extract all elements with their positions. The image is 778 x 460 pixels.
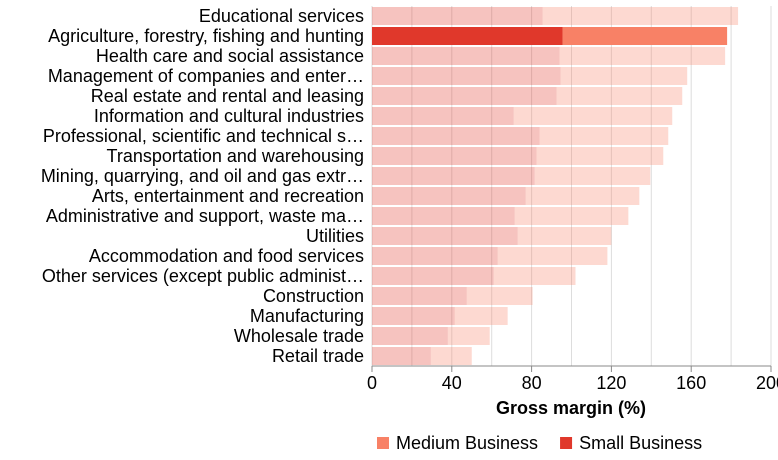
y-tick-label: Wholesale trade: [234, 326, 364, 346]
legend-swatch: [560, 437, 573, 449]
bar: [430, 347, 472, 365]
bar: [560, 67, 688, 85]
bar: [372, 127, 540, 145]
bar: [372, 87, 557, 105]
bar: [372, 187, 526, 205]
bar: [517, 227, 612, 245]
bar: [466, 287, 533, 305]
x-tick-label: 0: [367, 373, 377, 393]
y-tick-label: Mining, quarrying, and oil and gas extr…: [41, 166, 364, 186]
bar: [372, 287, 467, 305]
bar: [556, 87, 683, 105]
y-tick-label: Health care and social assistance: [96, 46, 364, 66]
y-tick-label: Manufacturing: [250, 306, 364, 326]
bar: [372, 247, 498, 265]
bar: [542, 7, 739, 25]
y-tick-label: Information and cultural industries: [94, 106, 364, 126]
y-tick-label: Management of companies and enter…: [48, 66, 364, 86]
bar: [372, 327, 448, 345]
bar: [372, 347, 431, 365]
bar: [559, 47, 726, 65]
bar: [534, 167, 651, 185]
x-tick-label: 160: [676, 373, 706, 393]
y-tick-label: Transportation and warehousing: [107, 146, 365, 166]
bar: [513, 107, 673, 125]
bar: [372, 67, 561, 85]
x-tick-label: 40: [442, 373, 462, 393]
x-tick-label: 80: [522, 373, 542, 393]
bar: [372, 207, 515, 225]
bar: [447, 327, 490, 345]
legend-swatch: [377, 437, 389, 449]
y-tick-label: Construction: [263, 286, 364, 306]
y-tick-label: Professional, scientific and technical s…: [43, 126, 364, 146]
bar: [372, 227, 518, 245]
bar: [493, 267, 576, 285]
bar: [372, 307, 455, 325]
y-tick-label: Real estate and rental and leasing: [91, 86, 364, 106]
bar: [372, 167, 535, 185]
y-tick-label: Utilities: [306, 226, 364, 246]
bar: [372, 147, 537, 165]
bar: [514, 207, 629, 225]
y-tick-label: Educational services: [199, 6, 364, 26]
bar: [539, 127, 669, 145]
bar: [372, 7, 543, 25]
x-tick-label: 120: [596, 373, 626, 393]
y-tick-label: Other services (except public administ…: [42, 266, 364, 286]
bar: [454, 307, 508, 325]
legend-label: Medium Business: [396, 433, 538, 453]
y-tick-label: Accommodation and food services: [89, 246, 364, 266]
legend-label: Small Business: [579, 433, 702, 453]
bar: [372, 267, 494, 285]
bar: [536, 147, 664, 165]
bar: [525, 187, 640, 205]
x-axis-title: Gross margin (%): [496, 398, 646, 418]
bar: [372, 107, 514, 125]
bar: [497, 247, 608, 265]
bar: [562, 27, 728, 45]
y-tick-label: Administrative and support, waste ma…: [46, 206, 364, 226]
y-tick-label: Agriculture, forestry, fishing and hunti…: [48, 26, 364, 46]
x-tick-label: 200: [756, 373, 778, 393]
bar: [372, 47, 560, 65]
bar: [372, 27, 563, 45]
y-tick-label: Retail trade: [272, 346, 364, 366]
y-tick-label: Arts, entertainment and recreation: [92, 186, 364, 206]
